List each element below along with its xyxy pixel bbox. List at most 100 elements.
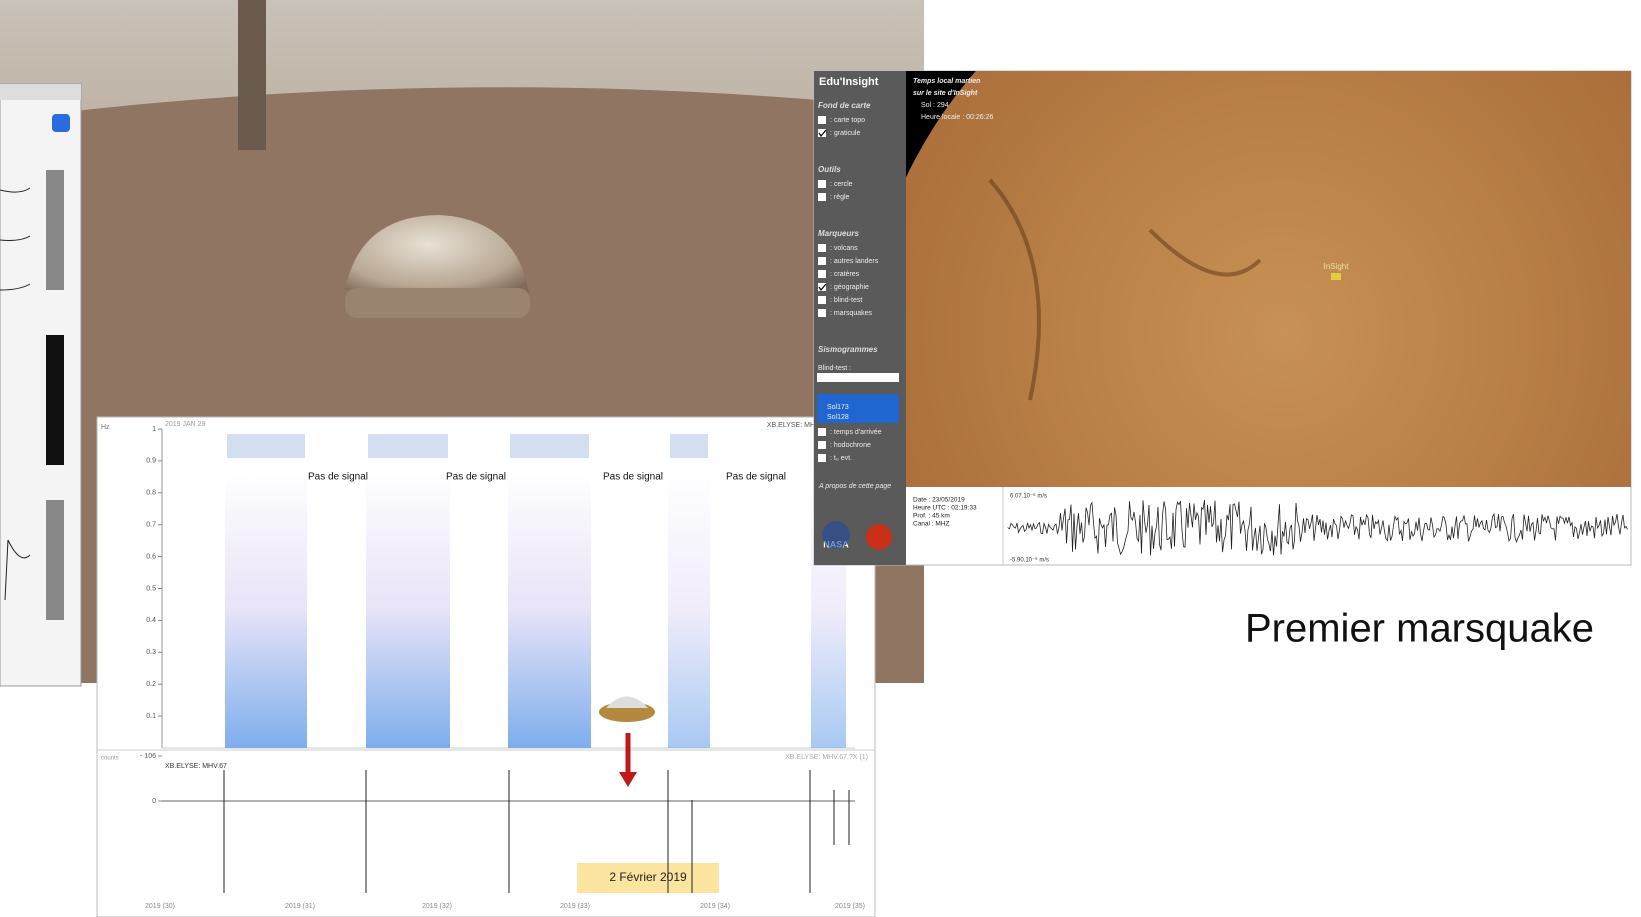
toolbar <box>0 84 81 100</box>
check-mark <box>818 283 827 292</box>
checkbox-label: : blind-test <box>830 297 862 304</box>
spectrogram-band <box>508 470 591 748</box>
checkbox[interactable] <box>818 309 826 317</box>
mars-globe <box>906 71 1631 487</box>
date-box <box>577 863 719 893</box>
checkbox-label: : autres landers <box>830 258 879 265</box>
help-button[interactable] <box>52 114 70 132</box>
gap-label: Pas de signal <box>603 472 663 483</box>
nasa-logo <box>822 521 850 549</box>
dropdown[interactable] <box>817 373 899 382</box>
checkbox-label: : géographie <box>830 284 869 291</box>
lander-icon-dome <box>606 696 648 708</box>
band-header <box>368 434 448 458</box>
traces <box>0 187 31 601</box>
x-tick-label: 2019 (30) <box>145 903 175 910</box>
checkbox-label: : graticule <box>830 130 860 137</box>
x-tick-label: 2019 (34) <box>700 903 730 910</box>
lander-marker <box>1331 273 1341 280</box>
date-box-label: 2 Février 2019 <box>609 870 687 884</box>
checkbox[interactable] <box>818 441 826 449</box>
x-tick-label: 2019 (33) <box>560 903 590 910</box>
x-tick-label: 2019 (31) <box>285 903 315 910</box>
y-tick-label: 0.7 <box>146 522 156 529</box>
checkbox-label: : carte topo <box>830 117 865 124</box>
checkbox[interactable] <box>818 454 826 462</box>
y-tick-label: 0.4 <box>146 617 156 624</box>
channel-label: XB.ELYSE: MHV.67.?X (1) <box>785 754 868 761</box>
y-axis-label: counts <box>101 756 119 762</box>
band-header <box>510 434 589 458</box>
lander-label: InSight <box>1324 262 1350 271</box>
event-info: Heure UTC : 02:19:33 <box>913 505 977 512</box>
checkbox-label: : cercle <box>830 181 853 188</box>
y-axis-label: Hz <box>101 424 110 431</box>
y-tick-label: 0.8 <box>146 490 156 497</box>
y-tick-label: 0.2 <box>146 681 156 688</box>
section-title: Marqueurs <box>818 229 859 238</box>
checkbox[interactable] <box>818 428 826 436</box>
date-label: 2019 JAN 29 <box>165 421 206 428</box>
band-header <box>227 434 305 458</box>
local-time: sur le site d'InSight <box>913 90 978 97</box>
checkbox[interactable] <box>818 244 826 252</box>
checkbox[interactable] <box>818 193 826 201</box>
gap-label: Pas de signal <box>308 472 368 483</box>
local-time: Sol : 294 <box>921 102 949 109</box>
checkbox[interactable] <box>818 296 826 304</box>
checkbox-label: : volcans <box>830 245 858 252</box>
y-tick-label: - 106 <box>140 753 156 760</box>
checkbox-label: : règle <box>830 194 850 201</box>
event-info: Date : 23/05/2019 <box>913 497 965 504</box>
panel-bg <box>96 416 876 917</box>
band-header <box>670 434 708 458</box>
app-title: Edu'Insight <box>819 76 879 88</box>
checkbox[interactable] <box>818 116 826 124</box>
x-tick-label: 2019 (32) <box>422 903 452 910</box>
checkbox[interactable] <box>818 180 826 188</box>
checkbox-label: : cratères <box>830 271 860 278</box>
checkbox[interactable] <box>818 283 826 291</box>
terrain <box>988 178 1262 401</box>
spectrogram-band <box>225 470 307 748</box>
arrow-head <box>619 772 637 787</box>
y-tick-label: 0.9 <box>146 458 156 465</box>
scrollbar <box>46 500 64 620</box>
scrollbar <box>46 170 64 290</box>
checkbox-label: : t₀ evt. <box>830 455 852 462</box>
checkbox[interactable] <box>818 270 826 278</box>
select-label: Blind-test : <box>818 365 851 372</box>
spectrogram-panel: 2019 JAN 29 XB.ELYSE: MH Hz counts XB.EL… <box>96 416 876 917</box>
panel-bg <box>0 83 82 687</box>
y-tick-label: 0.6 <box>146 553 156 560</box>
local-time: Heure locale : 00:26:26 <box>921 114 993 121</box>
about-link[interactable]: A propos de cette page <box>818 483 891 490</box>
spectrogram-band <box>668 470 710 748</box>
option[interactable]: Sol128 <box>827 414 849 421</box>
wave-max: 6.07.10⁻⁶ m/s <box>1010 493 1047 500</box>
y-tick-label: 0.1 <box>146 713 156 720</box>
y-tick-label: 0 <box>152 798 156 805</box>
option-list <box>817 394 899 423</box>
robot-arm <box>238 0 266 150</box>
dome-skirt <box>345 288 530 318</box>
section-title: Sismogrammes <box>818 345 878 354</box>
channel-label: XB.ELYSE: MHV.67 <box>165 763 227 770</box>
insight-logo <box>866 524 892 550</box>
checkbox[interactable] <box>818 257 826 265</box>
section-title: Fond de carte <box>818 101 871 110</box>
y-tick-label: 0.3 <box>146 649 156 656</box>
y-tick-label: 0.5 <box>146 585 156 592</box>
event-info: Canal : MHZ <box>913 521 950 528</box>
checkbox[interactable] <box>818 129 826 137</box>
wave-min: -5.90.10⁻⁶ m/s <box>1010 557 1049 564</box>
station-label: XB.ELYSE: MH <box>767 422 815 429</box>
option[interactable]: Sol173 <box>827 404 849 411</box>
caption: Premier marsquake <box>1245 607 1594 651</box>
gap-label: Pas de signal <box>446 472 506 483</box>
local-time: Temps local martien <box>913 78 980 85</box>
sidebar <box>814 71 906 565</box>
